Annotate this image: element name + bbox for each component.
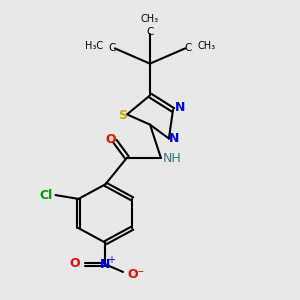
- Text: O⁻: O⁻: [127, 268, 144, 281]
- Text: CH₃: CH₃: [197, 41, 215, 51]
- Text: +: +: [107, 255, 115, 265]
- Text: C: C: [109, 44, 116, 53]
- Text: N: N: [100, 258, 111, 271]
- Text: C: C: [146, 27, 154, 37]
- Text: H₃C: H₃C: [85, 41, 103, 51]
- Text: S: S: [118, 109, 127, 122]
- Text: N: N: [169, 132, 179, 145]
- Text: C: C: [184, 44, 191, 53]
- Text: CH₃: CH₃: [141, 14, 159, 24]
- Text: NH: NH: [163, 152, 182, 165]
- Text: N: N: [175, 101, 185, 114]
- Text: Cl: Cl: [40, 189, 53, 202]
- Text: O: O: [106, 133, 116, 146]
- Text: O: O: [69, 256, 80, 269]
